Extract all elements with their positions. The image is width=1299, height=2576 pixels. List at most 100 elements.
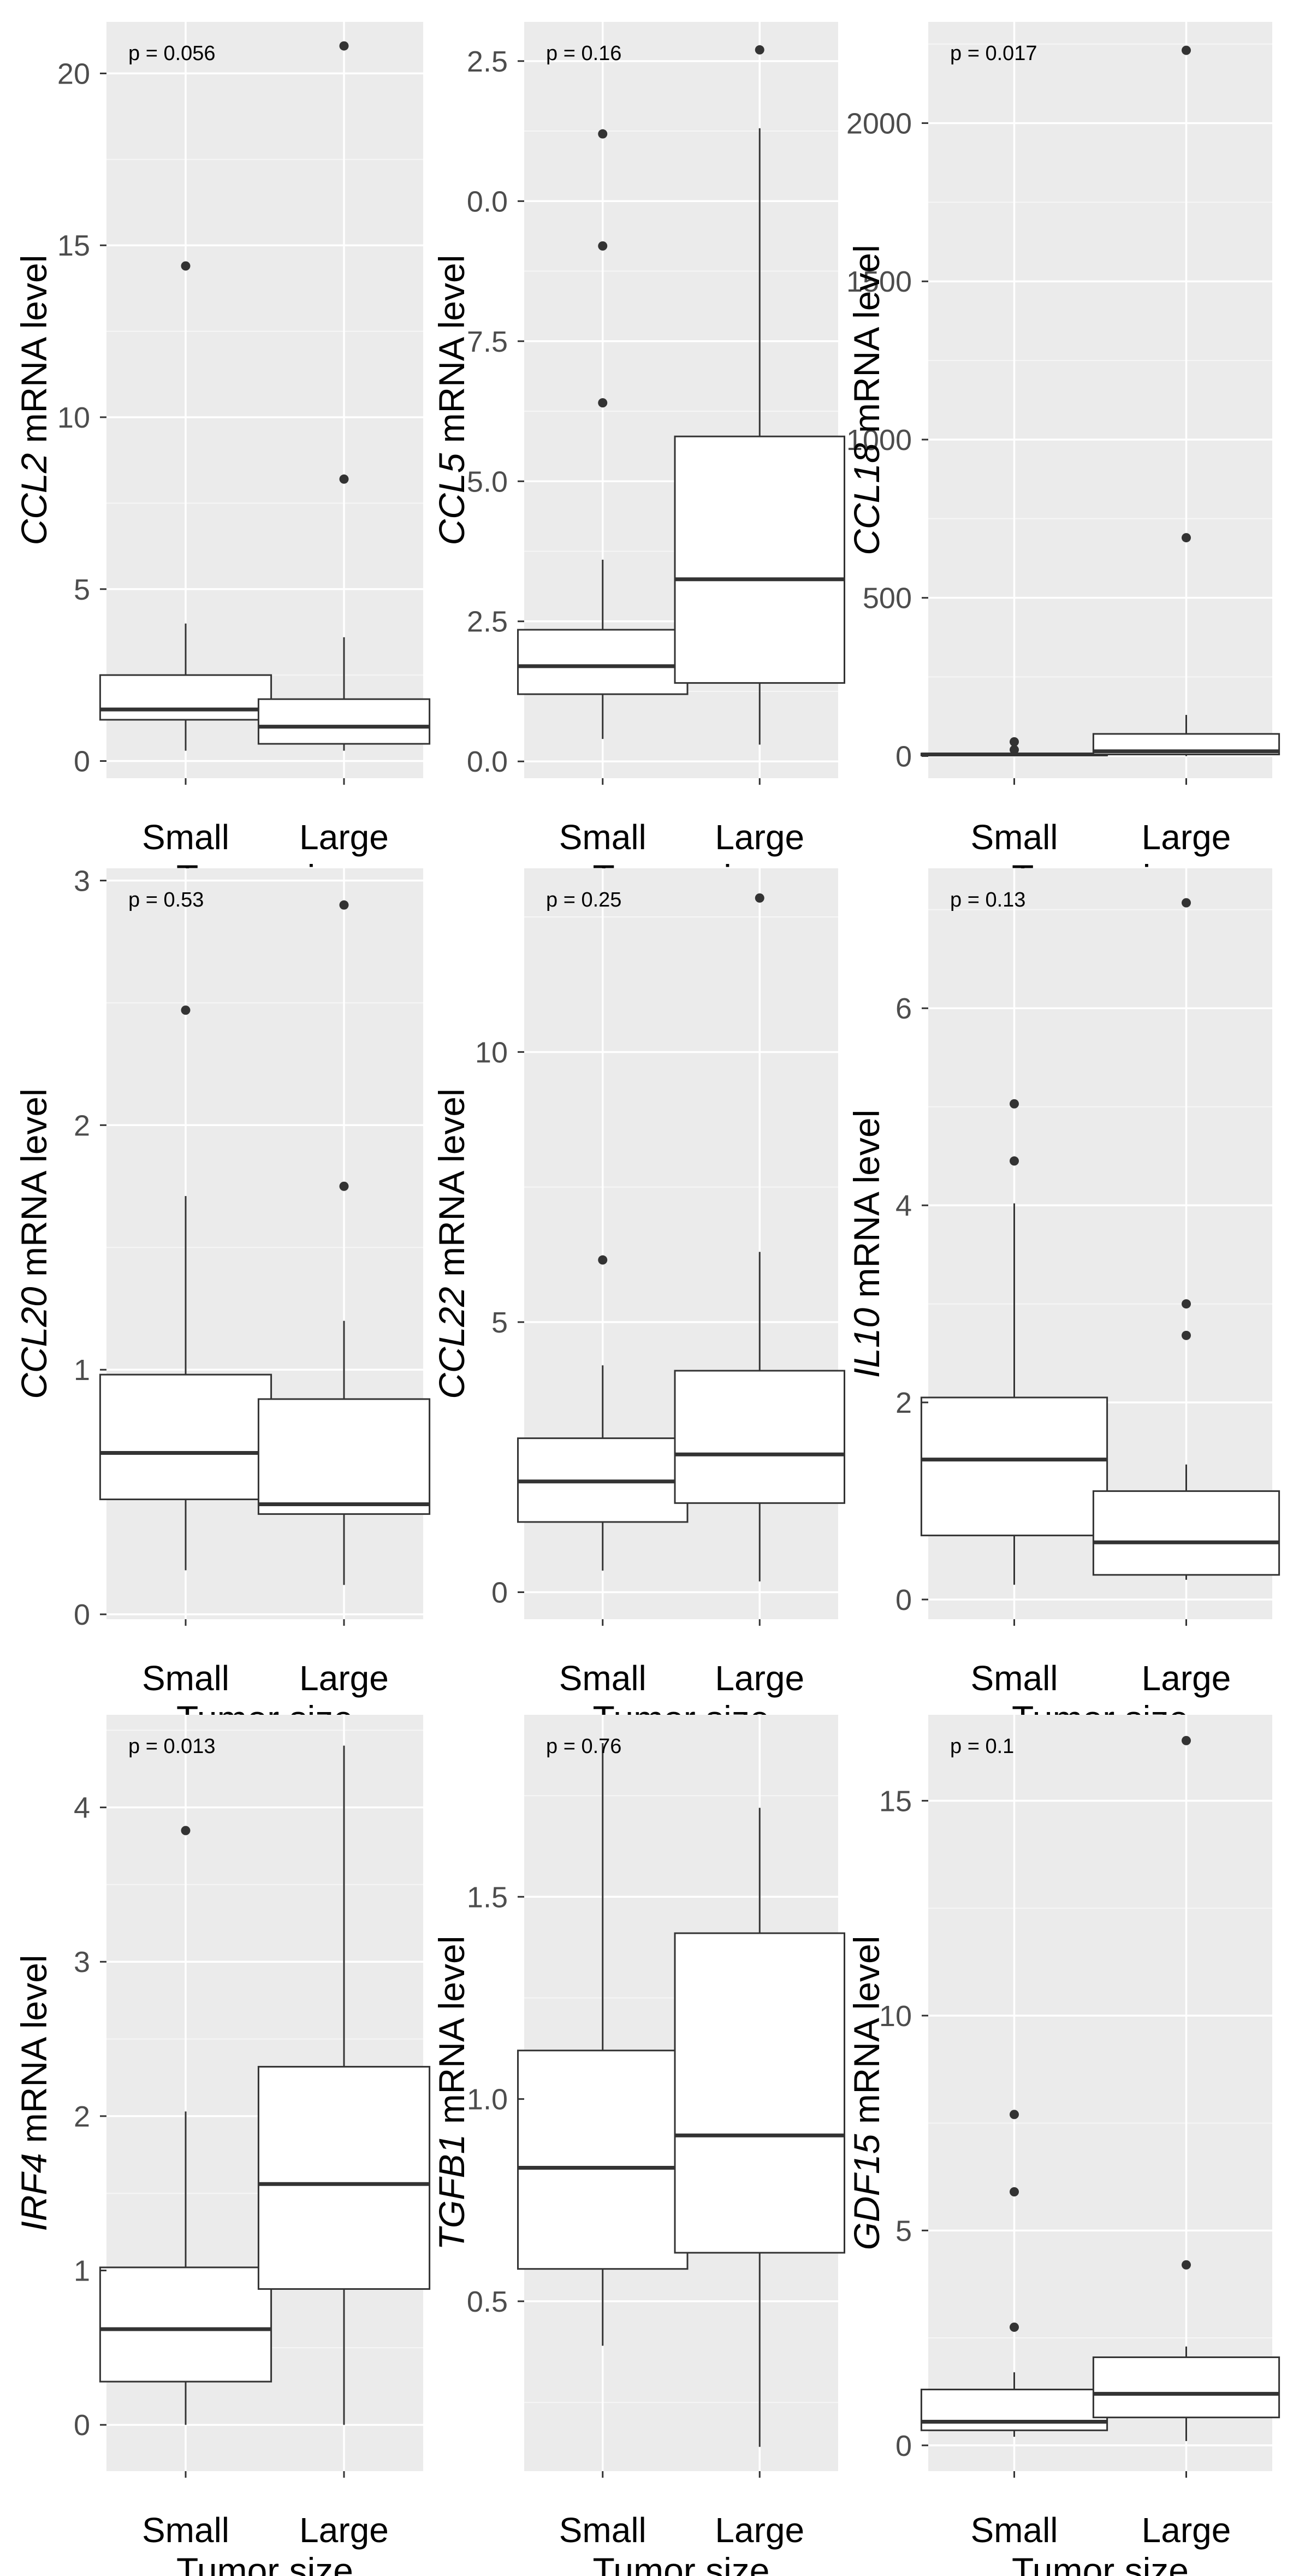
y-tick-label: 0	[895, 2430, 912, 2462]
y-axis-gene-name: GDF15	[846, 2134, 887, 2250]
y-axis-title: GDF15 mRNA level	[846, 1936, 887, 2251]
iqr-box	[99, 1373, 272, 1501]
p-value-annotation: p = 0.53	[128, 889, 204, 911]
outlier-point	[1182, 45, 1191, 55]
y-tick-label: 0	[895, 1584, 912, 1616]
outlier-point	[1182, 533, 1191, 543]
x-category-label: Large	[715, 2510, 804, 2550]
box-large	[1092, 1736, 1280, 2441]
outlier-point	[598, 398, 608, 408]
y-tick-label: 7.5	[467, 325, 508, 358]
y-tick-label: 10	[879, 2000, 912, 2033]
iqr-box	[674, 1370, 845, 1504]
box-small	[920, 1099, 1108, 1585]
x-category-label: Small	[142, 818, 229, 857]
y-tick-label: 0.0	[467, 185, 508, 218]
y-axis-title-suffix: mRNA level	[431, 1088, 472, 1287]
panel-background	[928, 1715, 1272, 2471]
box-large	[674, 1808, 845, 2447]
outlier-point	[1182, 1330, 1191, 1340]
x-category-label: Small	[142, 1659, 229, 1698]
outlier-point	[181, 1005, 191, 1015]
y-tick-label: 1000	[846, 424, 912, 457]
x-category-label: Large	[1142, 1659, 1231, 1698]
y-tick-label: 1.5	[467, 1881, 508, 1914]
y-axis-title: CCL2 mRNA level	[14, 255, 54, 546]
y-tick-label: 1500	[846, 265, 912, 298]
p-value-annotation: p = 0.1	[950, 1735, 1014, 1758]
box-large	[1092, 45, 1280, 756]
iqr-box	[517, 2050, 689, 2270]
y-tick-label: 5	[74, 573, 90, 606]
p-value-annotation: p = 0.013	[128, 1735, 216, 1758]
y-tick-label: 10	[475, 1036, 508, 1069]
x-category-label: Small	[970, 1659, 1058, 1698]
y-tick-label: 5.0	[467, 465, 508, 498]
y-axis-title: IL10 mRNA level	[846, 1110, 887, 1378]
iqr-box	[99, 2266, 272, 2383]
y-tick-label: 0	[74, 2409, 90, 2442]
outlier-point	[1182, 1299, 1191, 1309]
p-value-annotation: p = 0.017	[950, 42, 1037, 65]
y-axis-title: IRF4 mRNA level	[14, 1955, 54, 2231]
y-axis-title-suffix: mRNA level	[846, 245, 887, 443]
p-value-annotation: p = 0.25	[546, 889, 621, 911]
outlier-point	[1182, 898, 1191, 908]
y-axis-title-suffix: mRNA level	[14, 255, 54, 453]
outlier-point	[339, 474, 349, 484]
y-tick-label: 1.0	[467, 2083, 508, 2116]
panel-background	[928, 22, 1272, 778]
box-small	[99, 1826, 272, 2425]
boxplot-panel-ccl20: p = 0.530123SmallLargeTumor sizeCCL20 mR…	[14, 864, 431, 1739]
boxplot-panel-ccl2: p = 0.05605101520SmallLargeTumor sizeCCL…	[14, 22, 431, 898]
y-tick-label: 2.5	[467, 606, 508, 638]
x-axis-title: Tumor size	[593, 2550, 770, 2576]
panel-background	[106, 22, 423, 778]
outlier-point	[1182, 1736, 1191, 1745]
y-axis-title-suffix: mRNA level	[846, 1110, 887, 1308]
boxplot-panel-il10: p = 0.130246SmallLargeTumor sizeIL10 mRN…	[846, 868, 1280, 1739]
y-axis-title: CCL22 mRNA level	[431, 1088, 472, 1399]
y-axis-gene-name: IL10	[846, 1308, 887, 1378]
p-value-annotation: p = 0.76	[546, 1735, 621, 1758]
y-axis-title: CCL20 mRNA level	[14, 1088, 54, 1399]
y-tick-label: 0.5	[467, 2285, 508, 2318]
y-tick-label: 4	[74, 1792, 90, 1825]
y-axis-title: CCL18 mRNA level	[846, 245, 887, 555]
y-tick-label: 15	[57, 229, 90, 262]
x-category-label: Large	[1142, 2510, 1231, 2550]
y-tick-label: 2	[74, 1109, 90, 1142]
outlier-point	[1010, 745, 1019, 755]
x-category-label: Small	[559, 818, 646, 857]
x-category-label: Large	[1142, 818, 1231, 857]
outlier-point	[755, 893, 764, 903]
y-tick-label: 500	[863, 582, 912, 615]
y-axis-title-suffix: mRNA level	[14, 1088, 54, 1287]
box-small	[517, 1255, 689, 1571]
y-tick-label: 20	[57, 57, 90, 90]
y-tick-label: 0.0	[467, 745, 508, 778]
iqr-box	[257, 2065, 431, 2290]
outlier-point	[755, 45, 764, 55]
y-tick-label: 2.5	[467, 45, 508, 78]
y-axis-title-suffix: mRNA level	[431, 255, 472, 453]
p-value-annotation: p = 0.056	[128, 42, 216, 65]
p-value-annotation: p = 0.16	[546, 42, 621, 65]
x-category-label: Large	[715, 818, 804, 857]
y-tick-label: 15	[879, 1785, 912, 1817]
outlier-point	[339, 1181, 349, 1191]
y-tick-label: 0	[491, 1577, 508, 1609]
outlier-point	[1010, 2110, 1019, 2119]
iqr-box	[920, 2388, 1108, 2431]
x-axis-title: Tumor size	[176, 2550, 353, 2576]
y-tick-label: 0	[895, 740, 912, 773]
outlier-point	[181, 1826, 191, 1835]
x-category-label: Small	[559, 2510, 646, 2550]
y-axis-gene-name: CCL18	[846, 443, 887, 555]
x-category-label: Large	[715, 1659, 804, 1698]
boxplot-panel-ccl5: p = 0.160.02.55.07.50.02.5SmallLargeTumo…	[431, 22, 845, 898]
outlier-point	[339, 41, 349, 51]
